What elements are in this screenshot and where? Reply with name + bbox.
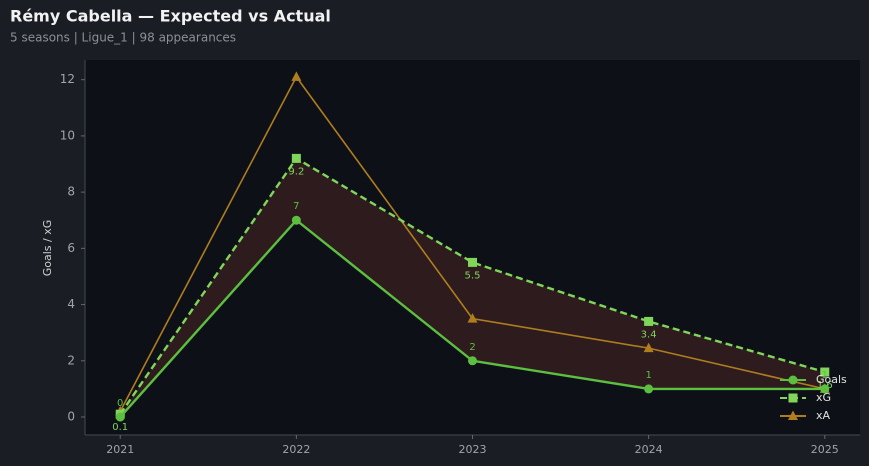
marker [468,257,477,267]
series-line [119,156,826,415]
marker [291,71,302,81]
y-tick-label: 10 [60,128,75,142]
marker [291,153,301,163]
marker [468,356,477,366]
data-label: 2 [469,342,475,353]
marker [820,384,830,394]
marker [644,384,654,394]
x-tick-label: 2024 [635,443,663,456]
data-label: 1 [645,370,651,381]
y-tick-label: 12 [60,72,75,86]
y-tick-label: 0 [67,410,75,424]
marker [820,367,830,377]
marker [643,342,654,353]
data-label: 3.4 [641,329,657,340]
marker [291,215,301,225]
chart-title: Rémy Cabella — Expected vs Actual [10,7,331,26]
y-tick-label: 8 [67,185,75,199]
legend-label: xG [816,391,831,404]
marker [788,393,798,403]
data-label: 0.1 [112,422,128,433]
data-label: 0 [117,398,123,409]
legend-label: Goals [816,373,847,386]
marker [644,316,654,326]
y-tick-label: 4 [67,297,75,311]
x-tick-label: 2023 [459,443,487,456]
x-tick-label: 2021 [106,443,134,456]
marker [788,410,798,420]
marker [467,313,478,323]
x-tick-label: 2022 [282,443,310,456]
marker [788,375,798,385]
y-axis-label: Goals / xG [41,220,54,277]
data-label: 1 [822,370,828,381]
y-tick-label: 2 [67,353,75,367]
marker [115,412,125,422]
y-tick-label: 6 [67,241,75,255]
data-label: 9.2 [288,166,304,177]
chart-subtitle: 5 seasons | Ligue_1 | 98 appearances [10,31,236,45]
legend-label: xA [816,409,831,422]
x-tick-label: 2025 [811,443,839,456]
data-label: 7 [293,201,299,212]
gap-area [120,158,825,418]
data-label: 5.5 [465,270,481,281]
